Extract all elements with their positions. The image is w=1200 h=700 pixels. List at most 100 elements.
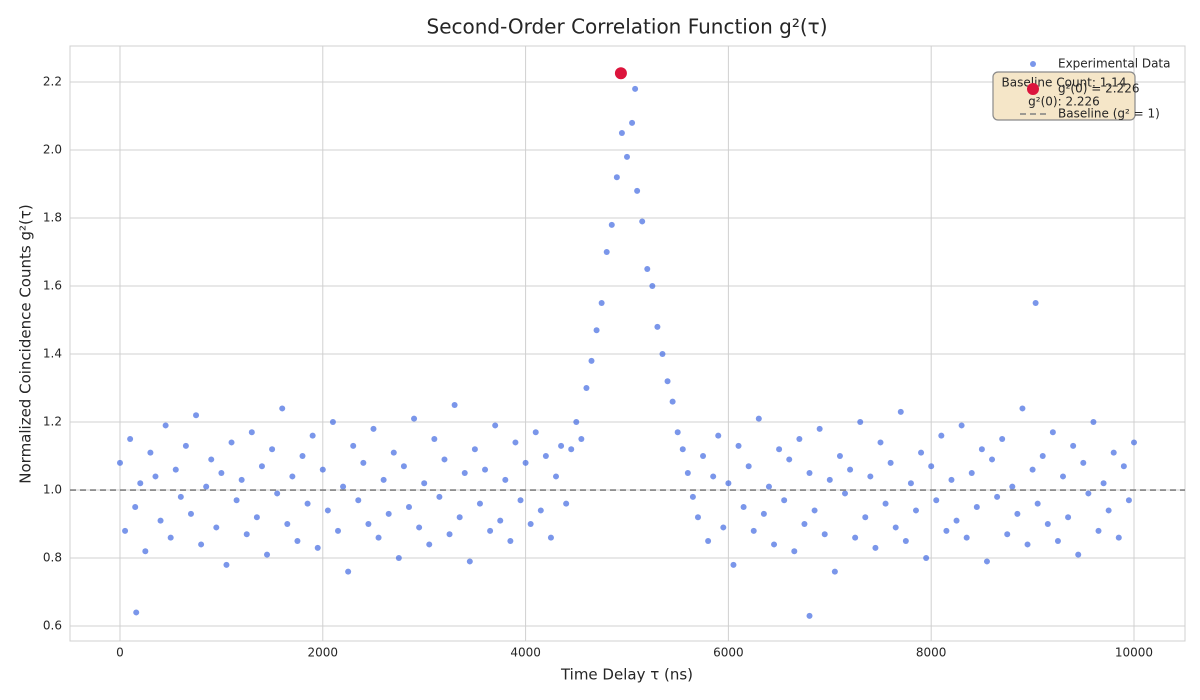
data-point	[471, 446, 478, 453]
data-point	[705, 538, 712, 545]
data-point	[847, 466, 854, 473]
legend-label: Experimental Data	[1058, 57, 1171, 71]
data-point	[994, 493, 1001, 500]
data-point	[740, 504, 747, 511]
data-point	[133, 609, 140, 616]
data-point	[958, 422, 965, 429]
data-point	[634, 187, 641, 194]
data-point	[1009, 483, 1016, 490]
data-point	[806, 470, 813, 477]
data-point	[350, 442, 357, 449]
data-point	[654, 323, 661, 330]
data-point	[1029, 466, 1036, 473]
data-point	[542, 453, 549, 460]
data-point	[370, 425, 377, 432]
data-point	[755, 415, 762, 422]
data-point	[573, 419, 580, 426]
data-point	[507, 538, 514, 545]
data-point	[694, 514, 701, 521]
data-point	[127, 436, 134, 443]
legend-label: Baseline (g² = 1)	[1058, 107, 1160, 121]
data-point	[842, 490, 849, 497]
data-point	[122, 527, 129, 534]
data-point	[745, 463, 752, 470]
data-point	[279, 405, 286, 412]
data-point	[796, 436, 803, 443]
data-point	[689, 493, 696, 500]
data-point	[659, 351, 666, 358]
data-point	[137, 480, 144, 487]
data-point	[1054, 538, 1061, 545]
legend-swatch	[1030, 61, 1036, 67]
legend-label: g²(0) = 2.226	[1058, 82, 1139, 96]
data-point	[598, 300, 605, 307]
data-point	[1080, 459, 1087, 466]
data-point	[324, 507, 331, 514]
data-point	[152, 473, 159, 480]
data-point	[365, 521, 372, 528]
data-point	[897, 408, 904, 415]
data-point	[314, 544, 321, 551]
data-point	[588, 357, 595, 364]
data-point	[1100, 480, 1107, 487]
data-point	[512, 439, 519, 446]
data-point	[553, 473, 560, 480]
data-point	[187, 510, 194, 517]
data-point	[730, 561, 737, 568]
data-point	[208, 456, 215, 463]
data-point	[355, 497, 362, 504]
data-point	[750, 527, 757, 534]
data-point	[639, 218, 646, 225]
data-point	[436, 493, 443, 500]
data-point	[907, 480, 914, 487]
data-point	[416, 524, 423, 531]
data-point	[1095, 527, 1102, 534]
data-point	[558, 442, 565, 449]
data-point	[294, 538, 301, 545]
data-point	[781, 497, 788, 504]
data-point	[862, 514, 869, 521]
data-point	[421, 480, 428, 487]
data-point	[892, 524, 899, 531]
data-point	[872, 544, 879, 551]
data-point	[426, 541, 433, 548]
data-point	[1060, 473, 1067, 480]
data-point	[568, 446, 575, 453]
data-point	[411, 415, 418, 422]
data-point	[395, 555, 402, 562]
data-point	[669, 398, 676, 405]
x-tick-label: 2000	[308, 646, 339, 660]
data-point	[319, 466, 326, 473]
data-point	[578, 436, 585, 443]
data-point	[852, 534, 859, 541]
data-point	[826, 476, 833, 483]
data-point	[258, 463, 265, 470]
data-point	[608, 221, 615, 228]
data-point	[1090, 419, 1097, 426]
data-point	[877, 439, 884, 446]
data-point	[461, 470, 468, 477]
data-point	[674, 429, 681, 436]
x-tick-label: 10000	[1115, 646, 1153, 660]
peak-point	[614, 67, 627, 80]
data-point	[776, 446, 783, 453]
data-point	[593, 327, 600, 334]
data-point	[968, 470, 975, 477]
data-point	[517, 497, 524, 504]
data-point	[157, 517, 164, 524]
data-point	[274, 490, 281, 497]
data-point	[978, 446, 985, 453]
data-point	[623, 153, 630, 160]
data-point	[375, 534, 382, 541]
y-tick-label: 2.0	[43, 143, 62, 157]
data-point	[649, 283, 656, 290]
data-point	[1085, 490, 1092, 497]
data-point	[264, 551, 271, 558]
data-point	[989, 456, 996, 463]
data-point	[735, 442, 742, 449]
data-point	[193, 412, 200, 419]
data-point	[451, 402, 458, 409]
data-point	[618, 130, 625, 137]
data-point	[912, 507, 919, 514]
